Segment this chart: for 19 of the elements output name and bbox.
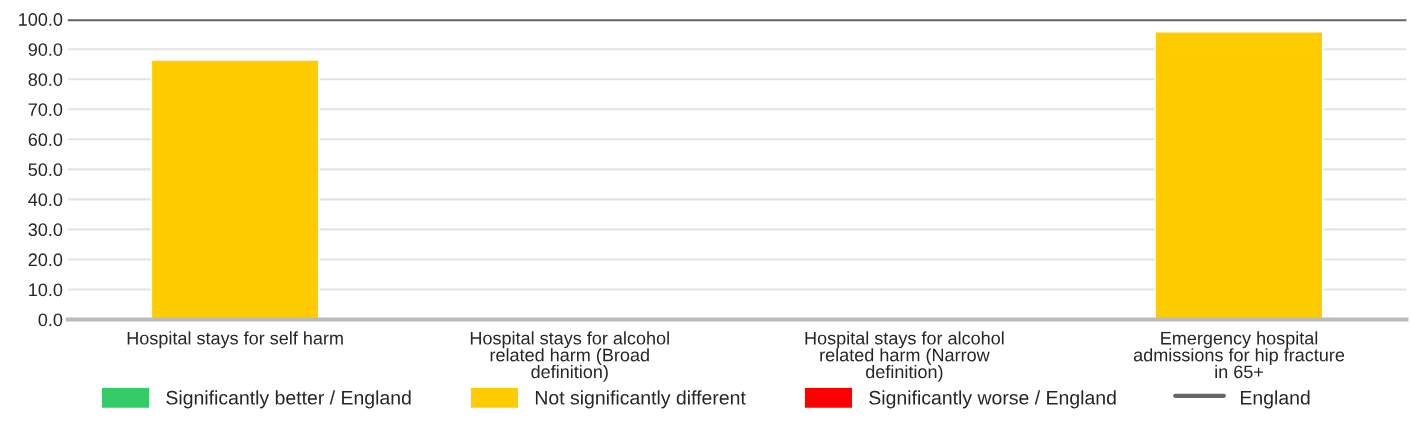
- y-tick-label: 20.0: [28, 253, 63, 267]
- legend-label: Significantly better / England: [166, 390, 411, 409]
- legend-label: Significantly worse / England: [869, 390, 1116, 409]
- y-tick-label: 50.0: [28, 163, 63, 177]
- y-tick-label: 80.0: [28, 73, 63, 86]
- y-tick-label: 10.0: [29, 283, 63, 297]
- y-tick-label: 30.0: [28, 223, 63, 237]
- legend-label: England: [1240, 390, 1310, 409]
- y-tick-label: 90.0: [28, 43, 63, 56]
- y-tick-label: 60.0: [28, 133, 63, 147]
- x-tick-label: Hospital stays for self harm: [127, 331, 343, 349]
- y-tick-label: 40.0: [28, 193, 63, 207]
- x-tick-label: Hospital stays for alcohol related harm (Narrow definition): [805, 331, 1004, 382]
- y-tick-label: 70.0: [28, 103, 63, 116]
- legend-label: Not significantly different: [535, 390, 746, 409]
- x-tick-label: Emergency hospital admissions for hip fracture in 65+: [1133, 331, 1345, 379]
- y-tick-label: 100.0: [19, 13, 63, 26]
- y-tick-label: 0.0: [38, 313, 63, 327]
- x-tick-label: Hospital stays for alcohol related harm (Broad definition): [470, 331, 669, 382]
